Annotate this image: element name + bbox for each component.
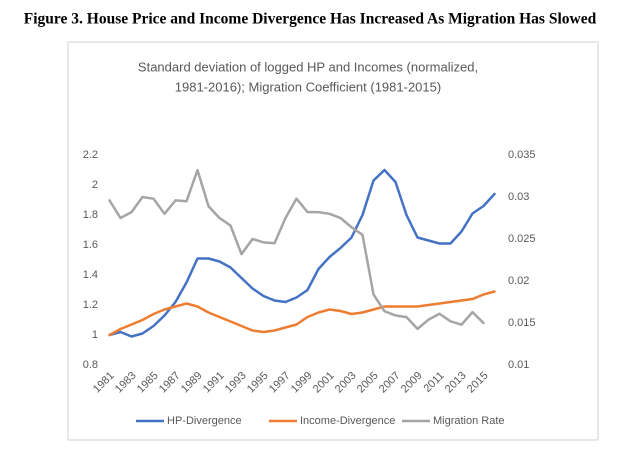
x-tick-label: 1981 [91, 370, 117, 396]
y-tick-label: 1.6 [83, 239, 98, 251]
x-tick-label: 1989 [179, 370, 205, 396]
y2-tick-label: 0.01 [508, 359, 529, 371]
x-tick-label: 1993 [223, 370, 249, 396]
x-tick-label: 1985 [135, 370, 161, 396]
x-tick-label: 1995 [245, 370, 271, 396]
legend-label: Income-Divergence [300, 415, 395, 427]
x-tick-label: 1997 [267, 370, 293, 396]
x-tick-label: 2015 [465, 370, 491, 396]
y-tick-label: 1.4 [83, 269, 98, 281]
figure-title: Figure 3. House Price and Income Diverge… [24, 11, 597, 28]
y2-tick-label: 0.015 [508, 317, 536, 329]
y2-tick-label: 0.025 [508, 233, 536, 245]
y2-tick-label: 0.03 [508, 191, 529, 203]
y-tick-label: 1 [92, 329, 98, 341]
x-tick-label: 2007 [377, 370, 403, 396]
x-tick-label: 2001 [311, 370, 337, 396]
x-tick-label: 2005 [355, 370, 381, 396]
x-tick-label: 2003 [333, 370, 359, 396]
x-tick-label: 1999 [289, 370, 315, 396]
legend-label: HP-Divergence [167, 415, 242, 427]
chart-title: 1981-2016); Migration Coefficient (1981-… [175, 79, 441, 94]
y2-tick-label: 0.035 [508, 149, 536, 161]
legend-label: Migration Rate [433, 415, 505, 427]
x-tick-label: 2009 [399, 370, 425, 396]
x-tick-label: 2013 [443, 370, 469, 396]
x-tick-label: 1991 [201, 370, 227, 396]
x-tick-label: 2011 [421, 370, 446, 395]
chart-frame [67, 41, 599, 441]
series-line [108, 168, 485, 331]
y2-tick-label: 0.02 [508, 275, 529, 287]
x-tick-label: 1983 [113, 370, 139, 396]
chart-title: Standard deviation of logged HP and Inco… [138, 59, 478, 74]
y-tick-label: 1.8 [83, 209, 98, 221]
y-tick-label: 2 [92, 179, 98, 191]
x-tick-label: 1987 [157, 370, 183, 396]
y-tick-label: 1.2 [83, 299, 98, 311]
y-tick-label: 0.8 [83, 359, 98, 371]
y-tick-label: 2.2 [83, 149, 98, 161]
series-line [108, 290, 496, 337]
series-line [108, 168, 496, 338]
